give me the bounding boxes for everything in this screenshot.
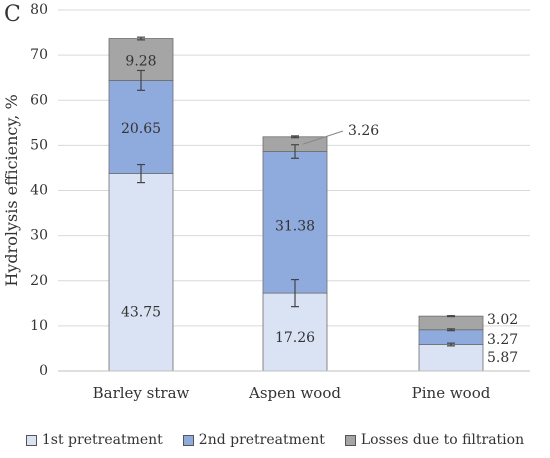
legend-item-losses: Losses due to filtration [344, 432, 525, 448]
y-tick-label-30: 30 [30, 228, 48, 244]
bar-0-series-1 [108, 79, 174, 174]
legend-item-2nd-pretreatment: 2nd pretreatment [182, 432, 325, 448]
y-tick-label-70: 70 [30, 47, 48, 63]
bar-2-series-1 [418, 329, 484, 345]
legend-label-1st-pretreatment: 1st pretreatment [41, 432, 163, 448]
callout-line-1-2 [302, 130, 344, 145]
data-label-1-1: 31.38 [275, 218, 315, 234]
y-tick-label-40: 40 [30, 183, 48, 199]
legend-swatch-losses [344, 434, 356, 446]
bar-2-series-2 [418, 315, 484, 331]
legend-item-1st-pretreatment: 1st pretreatment [25, 432, 163, 448]
y-tick-label-50: 50 [30, 137, 48, 153]
y-tick-label-60: 60 [30, 92, 48, 108]
data-label-1-0: 17.26 [275, 330, 315, 346]
y-tick-label-20: 20 [30, 273, 48, 289]
data-label-0-0: 43.75 [121, 304, 161, 320]
y-tick-label-10: 10 [30, 318, 48, 334]
legend-swatch-1st-pretreatment [25, 434, 37, 446]
x-tick-label-2: Pine wood [412, 384, 491, 402]
data-label-2-2: 3.02 [487, 312, 518, 328]
y-tick-label-0: 0 [39, 363, 48, 379]
x-tick-label-1: Aspen wood [248, 384, 341, 402]
stacked-bar-chart: 0 10 20 30 40 50 60 70 80 Hydrolysis efficiency, … [2, 2, 530, 402]
y-tick-label-80: 80 [30, 2, 48, 18]
bar-0-series-0 [108, 173, 174, 372]
data-label-2-1: 3.27 [487, 332, 518, 348]
y-axis-label: Hydrolysis efficiency, % [2, 94, 21, 286]
panel-letter: C [4, 2, 21, 27]
legend-label-losses: Losses due to filtration [360, 432, 525, 448]
bar-2-series-0 [418, 344, 484, 372]
data-label-0-2: 9.28 [125, 53, 156, 69]
x-tick-label-0: Barley straw [93, 384, 190, 402]
data-label-1-2: 3.26 [348, 123, 379, 139]
legend: 1st pretreatment 2nd pretreatment Losses… [0, 432, 550, 448]
legend-label-2nd-pretreatment: 2nd pretreatment [198, 432, 325, 448]
data-label-2-0: 5.87 [487, 350, 518, 366]
data-label-0-1: 20.65 [121, 121, 161, 137]
legend-swatch-2nd-pretreatment [182, 434, 194, 446]
